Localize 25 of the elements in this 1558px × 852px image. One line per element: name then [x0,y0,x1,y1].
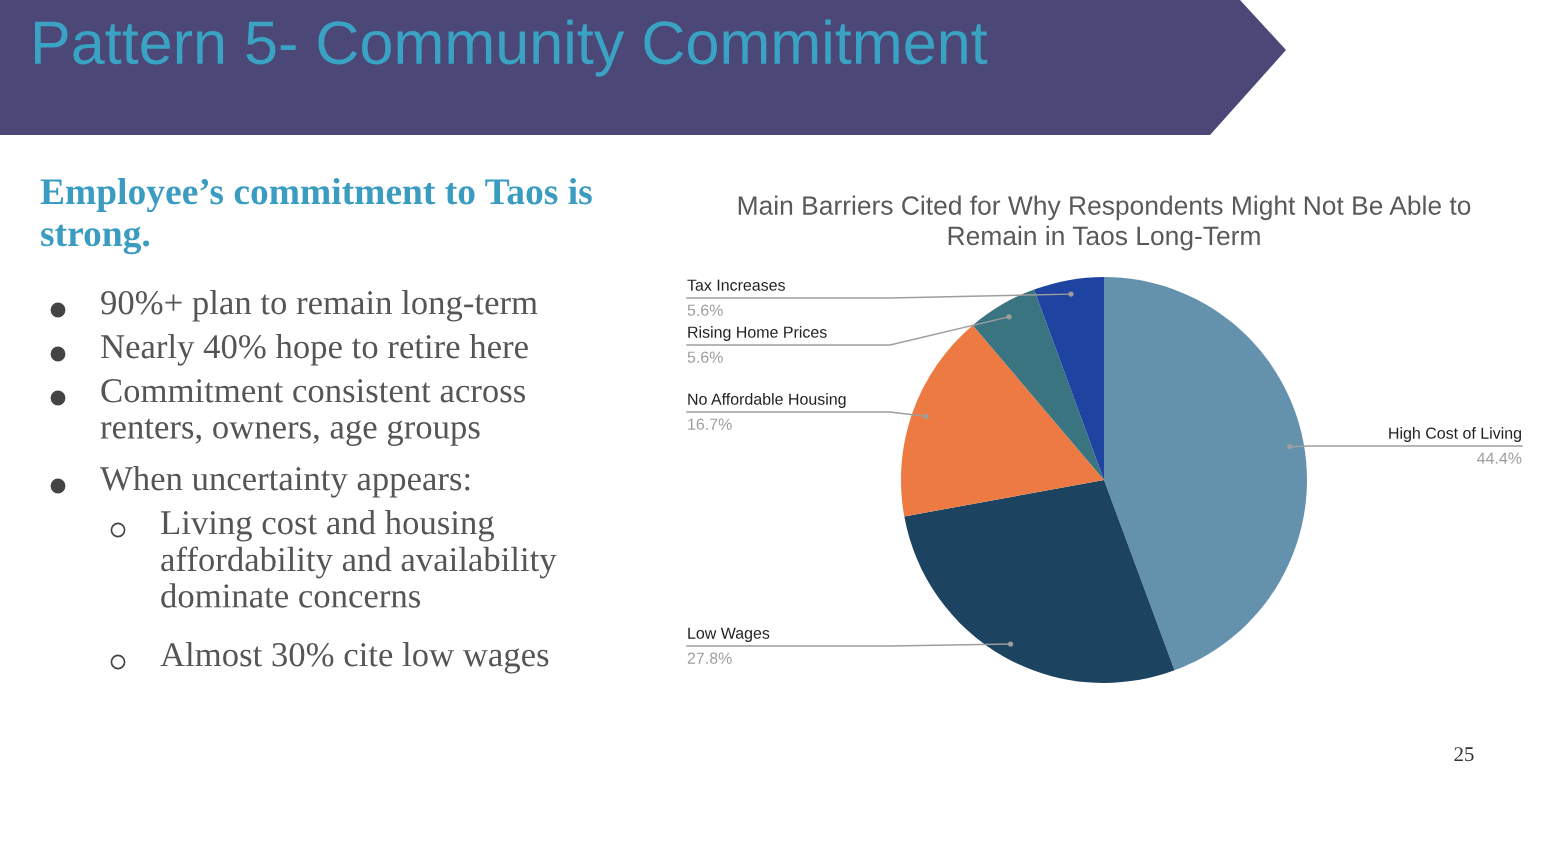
text: 25 [1454,747,1474,762]
text: Commitment consistent across renters, owners, age groups [100,379,526,446]
text: When uncertainty appears: [100,466,470,498]
text: Employee’s commitment to Taos is strong. [40,178,592,255]
data-label: 44.4% [1477,452,1522,464]
pie-slice [1104,277,1307,671]
slice-label: Rising Home Prices [688,326,827,341]
slice-label: Tax Increases [687,279,785,291]
pie-slice [1034,277,1104,480]
chart-title: Main Barriers Cited for Why Respondents Might Not Be Able to Remain in Taos Long-Term [738,195,1471,251]
data-label: 5.6% [687,304,723,316]
text: Living cost and housing affordability and availability dominate concerns [161,510,557,608]
pie-slice [904,480,1175,683]
pie-slice [901,325,1104,517]
text: Nearly 40% hope to retire here [101,334,528,366]
data-label: 16.7% [688,418,732,430]
data-label: 5.6% [687,351,723,363]
slice-label: No Affordable Housing [688,393,846,408]
slice-label: High Cost of Living [1389,427,1521,442]
text: Pattern 5- Community Commitment [35,19,988,77]
text: Almost 30% cite low wages [160,642,549,674]
slice-label: Low Wages [688,627,770,642]
text: 90%+ plan to remain long-term [101,290,538,322]
pie-slice [972,289,1104,480]
data-label: 27.8% [687,652,732,664]
